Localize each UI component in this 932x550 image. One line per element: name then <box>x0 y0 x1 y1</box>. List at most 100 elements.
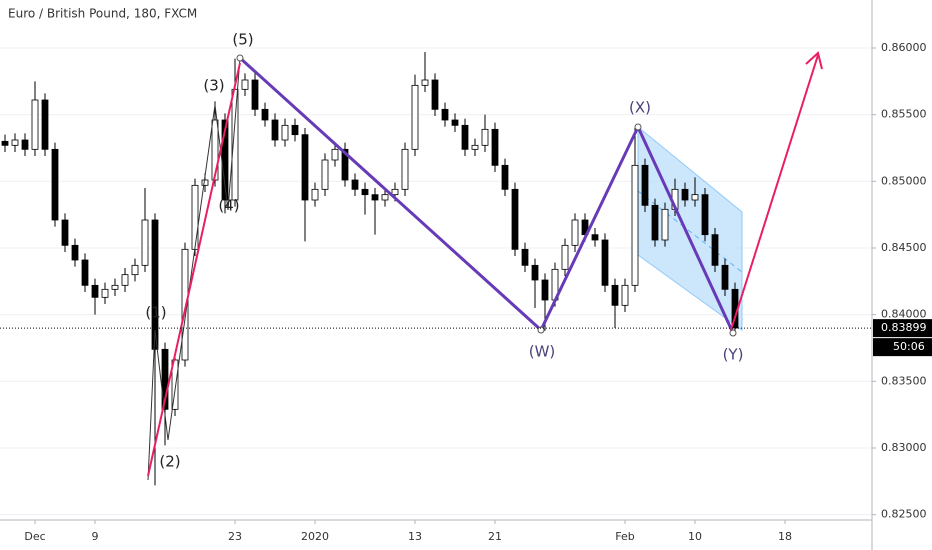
x-tick-label: 23 <box>228 530 242 543</box>
candle-body <box>401 148 409 190</box>
x-tick-label: 13 <box>408 530 422 543</box>
pivot <box>236 54 244 62</box>
candle-body <box>711 234 719 266</box>
x-tick-label: Dec <box>24 530 45 543</box>
pivot <box>634 123 642 131</box>
wave-label: (W) <box>529 343 556 361</box>
candle-body <box>81 259 89 286</box>
y-tick-label: 0.86000 <box>881 41 927 54</box>
candle-body <box>161 348 169 410</box>
wave-label: (2) <box>159 453 180 471</box>
candle-body <box>641 164 649 206</box>
candle-body <box>361 188 369 196</box>
candle-body <box>651 204 659 241</box>
candle-body <box>31 99 39 150</box>
candle-body <box>611 284 619 306</box>
candle-body <box>181 248 189 361</box>
candle-body <box>121 274 129 286</box>
wave-label: (Y) <box>723 346 744 364</box>
x-tick-label: 2020 <box>301 530 329 543</box>
candles <box>1 52 739 486</box>
x-tick-label: 21 <box>488 530 502 543</box>
candle-body <box>701 194 709 236</box>
candle-body <box>301 134 309 201</box>
candle-body <box>211 119 219 181</box>
candle-body <box>171 359 179 410</box>
wave-label: (3) <box>203 77 224 95</box>
candle-body <box>621 284 629 306</box>
correction-line <box>238 56 735 334</box>
arrow-head <box>805 51 823 70</box>
wave-label: (X) <box>629 99 651 117</box>
candle-body <box>721 264 729 290</box>
candle-body <box>491 128 499 166</box>
candle-body <box>331 148 339 161</box>
candle-body <box>151 219 159 350</box>
candle-body <box>451 119 459 126</box>
candle-body <box>141 219 149 266</box>
overlay: 0.82500 0.83000 0.83500 0.84000 0.84500 0.850… <box>0 31 932 543</box>
candle-body <box>501 164 509 190</box>
candle-body <box>561 244 569 270</box>
pivot <box>537 326 545 334</box>
candle-body <box>351 179 359 190</box>
x-tick-label: Feb <box>615 530 634 543</box>
candle-body <box>531 264 539 281</box>
candle-body <box>421 79 429 86</box>
candle-body <box>391 188 399 196</box>
y-tick-label: 0.82500 <box>881 508 927 521</box>
last-price-label: 0.83899 <box>881 321 927 334</box>
candle-body <box>541 279 549 301</box>
forecast-arrow <box>730 54 819 331</box>
x-tick-label: 18 <box>778 530 792 543</box>
y-tick-label: 0.85000 <box>881 174 927 187</box>
candle-body <box>1 140 9 146</box>
x-tick-label: 9 <box>92 530 99 543</box>
countdown-box <box>873 338 932 357</box>
candle-body <box>521 248 529 266</box>
impulse-line <box>147 57 241 481</box>
y-tick-label: 0.84500 <box>881 241 927 254</box>
candle-body <box>281 124 289 141</box>
candle-body <box>601 239 609 286</box>
candle-body <box>681 188 689 201</box>
candle-body <box>291 124 299 136</box>
candle-body <box>371 194 379 201</box>
candle-body <box>321 159 329 190</box>
pivot <box>729 329 737 337</box>
y-tick-label: 0.85500 <box>881 108 927 121</box>
candle-body <box>571 219 579 246</box>
candle-body <box>51 148 59 221</box>
candle-body <box>381 194 389 201</box>
candle-body <box>341 148 349 181</box>
candle-body <box>261 108 269 121</box>
y-tick-label: 0.83500 <box>881 374 927 387</box>
wave-label: (1) <box>145 304 166 322</box>
candle-body <box>21 139 29 150</box>
candle-body <box>661 208 669 241</box>
candle-body <box>201 179 209 186</box>
candle-body <box>591 234 599 241</box>
last-price-box <box>873 319 932 338</box>
candle-body <box>481 128 489 146</box>
candle-body <box>131 264 139 276</box>
candle-body <box>241 79 249 90</box>
candle-body <box>41 99 49 150</box>
y-tick-label: 0.84000 <box>881 308 927 321</box>
candle-body <box>111 284 119 290</box>
candle-body <box>61 219 69 246</box>
x-tick-label: 10 <box>688 530 702 543</box>
wave-label: (4) <box>218 197 239 215</box>
y-tick-label: 0.83000 <box>881 441 927 454</box>
candle-body <box>471 144 479 150</box>
candle-body <box>441 108 449 121</box>
candle-body <box>191 184 199 250</box>
candle-body <box>461 124 469 150</box>
candle-body <box>511 188 519 250</box>
impulse-trend <box>147 62 241 477</box>
candle-body <box>631 164 639 286</box>
candle-body <box>11 139 19 146</box>
candle-body <box>251 79 259 110</box>
